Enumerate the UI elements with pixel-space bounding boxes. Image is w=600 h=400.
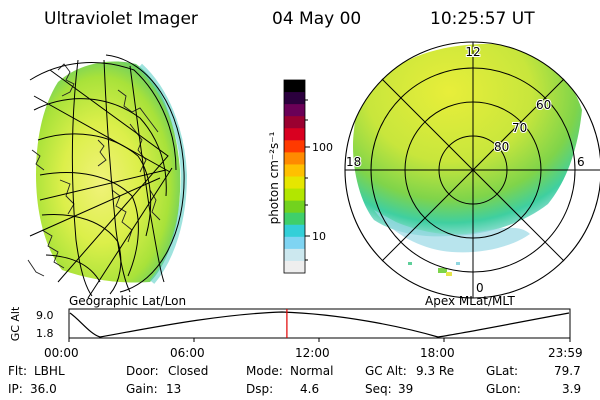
colorbar-cell <box>284 152 305 166</box>
colorbar-cell <box>284 164 305 178</box>
altitude-axis-label: GC Alt <box>9 306 22 341</box>
status-label: Mode: <box>246 364 283 378</box>
status-label: Door: <box>126 364 159 378</box>
mlt-label-dawn: 6 <box>577 155 585 169</box>
mlt-label-noon: 12 <box>465 45 480 59</box>
altitude-xticks <box>68 338 571 342</box>
mlt-label-midnight: 0 <box>476 281 484 295</box>
time-tick-label: 23:59 <box>548 346 583 360</box>
graticule <box>29 54 185 299</box>
colorbar-cell <box>284 188 305 202</box>
status-value: 39 <box>398 382 414 396</box>
auroral-diffuse-edge <box>374 210 530 253</box>
geographic-panel-label: Geographic Lat/Lon <box>69 294 187 308</box>
colorbar-unit: photon cm⁻²s⁻¹ <box>267 131 281 224</box>
status-value: 13 <box>166 382 182 396</box>
status-value: 3.9 <box>562 382 582 396</box>
time-tick-label: 12:00 <box>295 346 330 360</box>
instrument-title: Ultraviolet Imager <box>44 9 198 29</box>
mlat-label-60: 60 <box>536 98 551 112</box>
status-value: LBHL <box>34 364 65 378</box>
status-label: Dsp: <box>246 382 274 396</box>
status-value: 36.0 <box>30 382 57 396</box>
status-label: IP: <box>8 382 23 396</box>
colorbar-cell <box>284 176 305 190</box>
observation-date: 04 May 00 <box>272 9 362 29</box>
altitude-ytick-bottom: 1.8 <box>36 327 54 340</box>
altitude-plot: GC Alt 9.0 1.8 <box>9 306 571 342</box>
time-tick-label: 06:00 <box>170 346 205 360</box>
status-label: Seq: <box>365 382 392 396</box>
observation-time: 10:25:57 UT <box>430 9 535 29</box>
colorbar-cell <box>284 260 305 274</box>
geographic-map <box>27 54 188 299</box>
colorbar-cell <box>284 116 305 129</box>
status-label: Gain: <box>126 382 158 396</box>
auroral-oval <box>352 43 582 237</box>
colorbar-cell <box>284 80 305 93</box>
colorbar-cell <box>284 200 305 214</box>
mlat-label-80: 80 <box>494 140 509 154</box>
status-label: Flt: <box>8 364 27 378</box>
status-label: GLon: <box>486 382 521 396</box>
colorbar-cell <box>284 140 305 153</box>
colorbar-cell <box>284 92 305 105</box>
colorbar-cell <box>284 248 305 262</box>
altitude-plot-frame <box>68 308 571 339</box>
auroral-patch <box>438 268 447 273</box>
status-label: GLat: <box>486 364 519 378</box>
altitude-ytick-top: 9.0 <box>36 309 54 322</box>
mlt-diagonal <box>381 78 565 262</box>
apex-panel-label: Apex MLat/MLT <box>425 294 515 308</box>
time-tick-label: 18:00 <box>420 346 455 360</box>
altitude-curve <box>69 311 570 338</box>
colorbar-cell <box>284 236 305 250</box>
colorbar-cell <box>284 104 305 117</box>
status-label: GC Alt: <box>365 364 407 378</box>
mlt-label-dusk: 18 <box>346 155 361 169</box>
auroral-patch <box>446 272 452 276</box>
colorbar-label-10: 10 <box>312 230 326 243</box>
status-value: Normal <box>290 364 334 378</box>
status-value: 79.7 <box>554 364 581 378</box>
colorbar-cell <box>284 224 305 238</box>
colorbar-label-100: 100 <box>312 141 333 154</box>
colorbar-cell <box>284 212 305 226</box>
colorbar: 100 10 photon cm⁻²s⁻¹ <box>267 79 333 274</box>
polar-plot: 12 6 0 18 80 70 60 <box>344 41 600 299</box>
status-value: 4.6 <box>300 382 320 396</box>
status-value: 9.3 Re <box>416 364 455 378</box>
time-tick-label: 00:00 <box>44 346 79 360</box>
status-value: Closed <box>168 364 209 378</box>
colorbar-cell <box>284 128 305 141</box>
mlat-label-70: 70 <box>512 121 527 135</box>
